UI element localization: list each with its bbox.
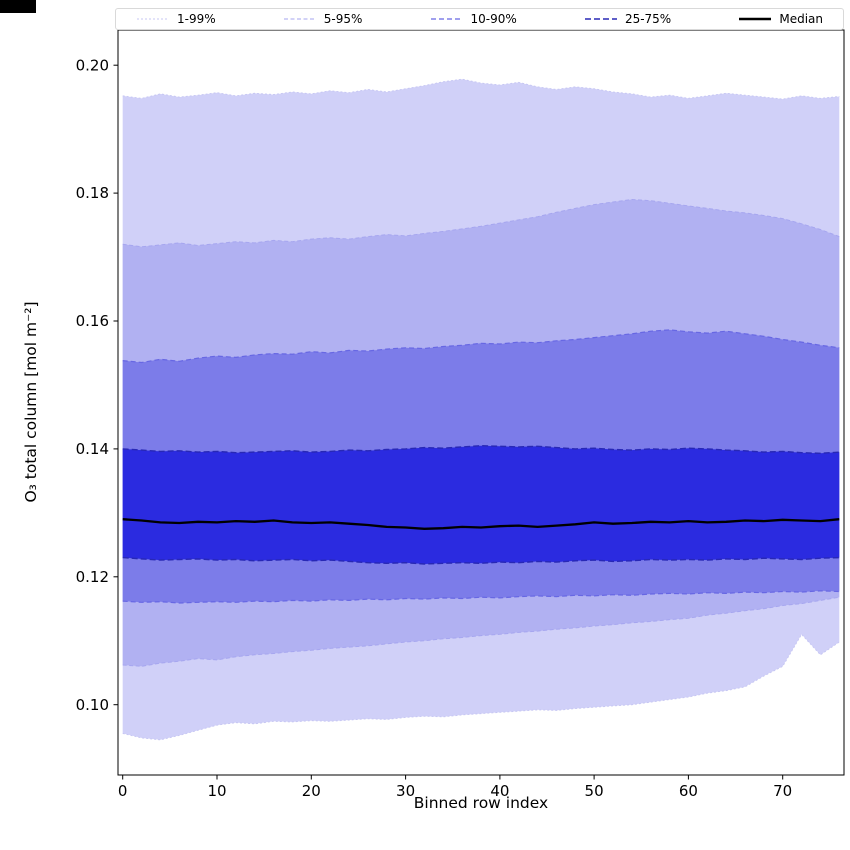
y-tick-label: 0.14 — [76, 440, 109, 458]
legend-label: 25-75% — [624, 12, 672, 26]
percentile-line-p1 — [122, 633, 840, 741]
x-tick-label: 40 — [490, 782, 509, 800]
legend-line-sample-icon — [584, 18, 617, 20]
legend-item: 1-99% — [136, 13, 216, 25]
percentile-line-p99 — [122, 78, 840, 100]
legend-label: 5-95% — [323, 12, 363, 26]
x-tick-label: 20 — [302, 782, 321, 800]
corner-artifact — [0, 0, 36, 13]
x-tick-label: 70 — [773, 782, 792, 800]
x-tick-label: 50 — [585, 782, 604, 800]
legend-line-sample-icon — [283, 18, 316, 20]
band-fill-25-75% — [122, 445, 840, 564]
y-axis-label: O₃ total column [mol m⁻²] — [22, 301, 40, 502]
legend-line-sample-icon — [137, 18, 169, 20]
y-tick-label: 0.16 — [76, 312, 109, 330]
x-tick-label: 30 — [396, 782, 415, 800]
legend-line-sample-icon — [739, 17, 772, 21]
legend-item: 10-90% — [430, 13, 517, 25]
legend-label: Median — [779, 12, 823, 26]
legend: 1-99% 5-95% 10-90% 25-75% Median — [115, 8, 844, 30]
y-tick-label: 0.20 — [76, 56, 109, 74]
percentile-line-p90 — [122, 329, 840, 364]
legend-item: 5-95% — [283, 12, 363, 26]
percentile-line-p75 — [122, 444, 840, 455]
plot-frame — [117, 29, 845, 776]
y-tick-label: 0.12 — [76, 568, 109, 586]
legend-item: 25-75% — [584, 13, 671, 25]
percentile-line-p5 — [122, 596, 840, 667]
legend-label: 1-99% — [177, 12, 216, 26]
x-axis-label: Binned row index — [414, 794, 548, 812]
x-tick-label: 10 — [207, 782, 226, 800]
y-tick-label: 0.18 — [76, 184, 109, 202]
x-tick-label: 0 — [118, 782, 128, 800]
x-tick-label: 60 — [679, 782, 698, 800]
legend-label: 10-90% — [470, 12, 517, 26]
percentile-line-p25 — [122, 556, 840, 565]
median-line — [122, 518, 840, 530]
percentile-line-p95 — [122, 198, 840, 248]
legend-line-sample-icon — [430, 18, 463, 20]
y-tick-label: 0.10 — [76, 696, 109, 714]
legend-item: Median — [738, 13, 823, 25]
